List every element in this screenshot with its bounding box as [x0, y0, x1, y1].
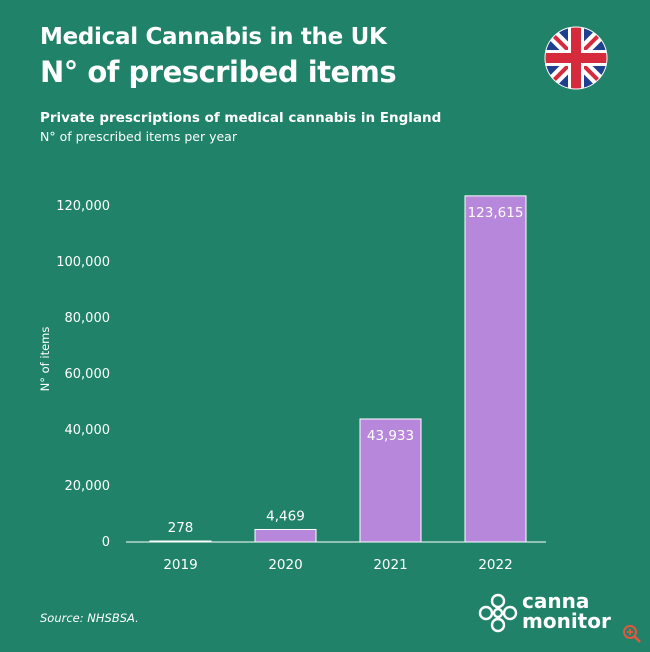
- y-axis-label: N° of items: [38, 327, 52, 392]
- data-label: 4,469: [266, 508, 305, 524]
- bar-2019: [149, 540, 212, 543]
- y-tick-label: 100,000: [56, 255, 110, 270]
- logo-line-1: canna: [522, 589, 590, 613]
- data-label: 43,933: [367, 428, 414, 444]
- data-label: 278: [168, 520, 194, 536]
- chart-caption-title: Private prescriptions of medical cannabi…: [40, 110, 442, 126]
- x-tick-label: 2020: [268, 557, 302, 573]
- chart-subtitle: N° of prescribed items: [40, 55, 397, 89]
- bar-2020: [254, 528, 317, 543]
- y-tick-label: 0: [102, 535, 110, 550]
- x-tick-label: 2022: [478, 557, 512, 573]
- source-note: Source: NHSBSA.: [40, 611, 139, 625]
- y-tick-label: 40,000: [65, 423, 111, 438]
- logo-line-2: monitor: [522, 609, 611, 633]
- data-label: 123,615: [468, 205, 524, 221]
- chart-title: Medical Cannabis in the UK: [40, 24, 387, 50]
- logo-text: canna monitor: [522, 591, 611, 631]
- y-tick-label: 60,000: [65, 367, 111, 382]
- zoom-icon[interactable]: [622, 624, 642, 644]
- x-tick-label: 2021: [373, 557, 407, 573]
- bar-chart: N° of items 0 20,000 40,000 60,000 80,000 100…: [38, 195, 546, 573]
- uk-flag-icon: [544, 26, 608, 90]
- bar-2021: [359, 418, 422, 543]
- y-tick-label: 120,000: [56, 199, 110, 214]
- cannamonitor-logo-icon: [478, 593, 518, 633]
- y-tick-label: 20,000: [65, 479, 111, 494]
- chart-caption-subtitle: N° of prescribed items per year: [40, 129, 237, 144]
- bar-2022: [464, 195, 527, 543]
- x-tick-label: 2019: [163, 557, 197, 573]
- y-tick-label: 80,000: [65, 311, 111, 326]
